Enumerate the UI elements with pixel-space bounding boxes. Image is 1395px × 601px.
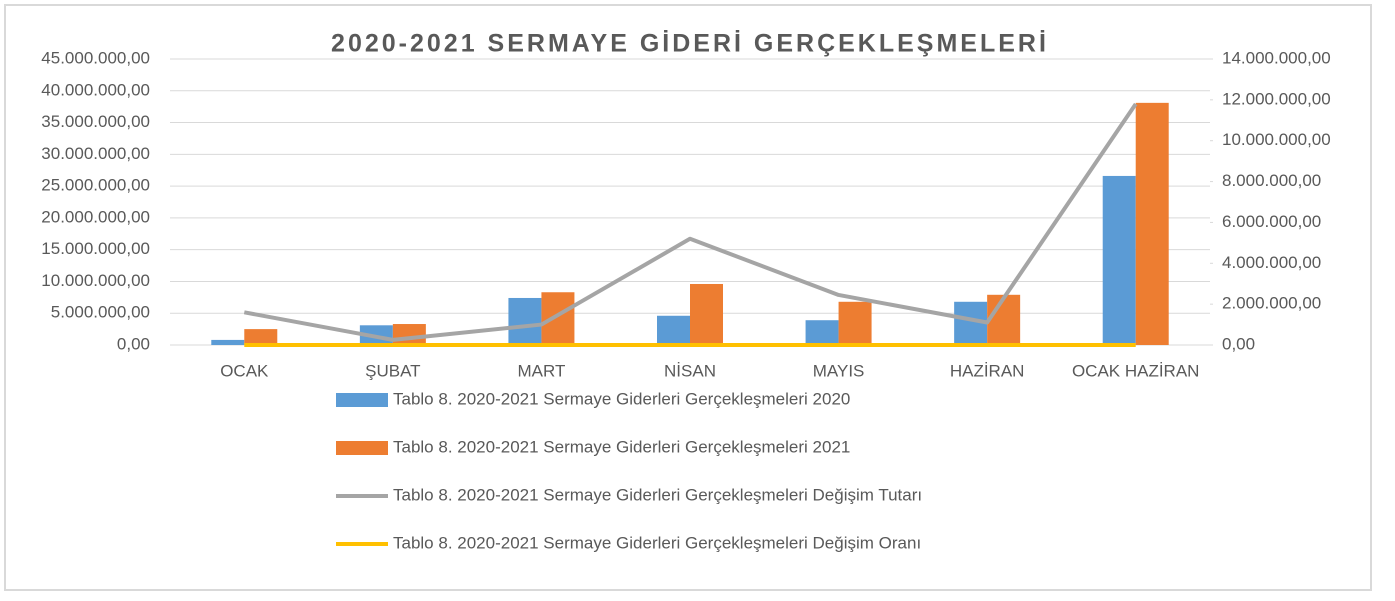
bar (838, 301, 872, 345)
bar (1102, 175, 1136, 345)
y2-tick-label: 12.000.000,00 (1222, 89, 1331, 108)
y-tick-label: 15.000.000,00 (41, 239, 150, 258)
y-tick-label: 30.000.000,00 (41, 144, 150, 163)
y2-tick-label: 8.000.000,00 (1222, 171, 1321, 190)
bar (987, 294, 1021, 345)
y-tick-label: 40.000.000,00 (41, 80, 150, 99)
x-tick-label: NİSAN (664, 361, 716, 380)
y-tick-label: 5.000.000,00 (51, 303, 150, 322)
y2-tick-label: 10.000.000,00 (1222, 130, 1331, 149)
y2-tick-label: 4.000.000,00 (1222, 253, 1321, 272)
x-tick-label: OCAK (220, 361, 269, 380)
x-tick-label: ŞUBAT (365, 361, 420, 380)
bar (805, 320, 839, 345)
y-tick-label: 0,00 (117, 334, 150, 353)
y-tick-label: 20.000.000,00 (41, 207, 150, 226)
bar (244, 329, 278, 345)
bar (541, 292, 575, 345)
bar (657, 315, 690, 345)
line-series (243, 102, 1138, 342)
bar (508, 297, 542, 345)
bar (211, 339, 245, 345)
y-tick-label: 45.000.000,00 (41, 48, 150, 67)
x-tick-label: MAYIS (813, 361, 865, 380)
chart-title: 2020-2021 SERMAYE GİDERİ GERÇEKLEŞMELERİ (331, 30, 1049, 58)
y2-tick-label: 6.000.000,00 (1222, 212, 1321, 231)
legend-label: Tablo 8. 2020-2021 Sermaye Giderleri Ger… (393, 533, 921, 552)
legend-label: Tablo 8. 2020-2021 Sermaye Giderleri Ger… (393, 485, 922, 504)
legend-label: Tablo 8. 2020-2021 Sermaye Giderleri Ger… (393, 389, 850, 408)
bar (690, 283, 723, 345)
x-tick-label: HAZİRAN (950, 361, 1025, 380)
y2-tick-label: 2.000.000,00 (1222, 294, 1321, 313)
y2-tick-label: 0,00 (1222, 334, 1255, 353)
x-tick-label: MART (517, 361, 565, 380)
y-tick-label: 25.000.000,00 (41, 176, 150, 195)
legend-swatch (336, 393, 388, 407)
bar (1135, 102, 1169, 345)
y2-tick-label: 14.000.000,00 (1222, 48, 1331, 67)
y-tick-label: 10.000.000,00 (41, 271, 150, 290)
y-tick-label: 35.000.000,00 (41, 112, 150, 131)
legend-label: Tablo 8. 2020-2021 Sermaye Giderleri Ger… (393, 437, 850, 456)
x-tick-label: OCAK HAZİRAN (1072, 361, 1200, 380)
legend-swatch (336, 441, 388, 455)
bar (392, 324, 426, 345)
